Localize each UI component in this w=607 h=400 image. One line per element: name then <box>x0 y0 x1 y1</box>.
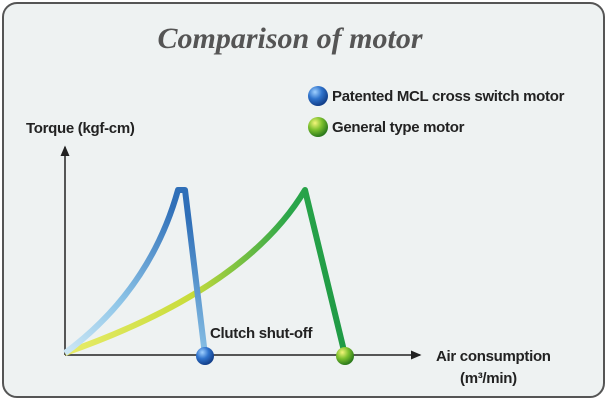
patented-curve <box>63 187 208 356</box>
legend-marker <box>308 117 328 137</box>
x-axis-label: (m³/min) <box>460 370 517 387</box>
legend-marker <box>308 86 328 106</box>
general-curve <box>64 187 348 356</box>
legend-label: Patented MCL cross switch motor <box>332 88 565 105</box>
x-axis-label: Air consumption <box>436 348 551 365</box>
end-point <box>196 347 214 365</box>
title: Comparison of motor <box>157 22 422 55</box>
legend-label: General type motor <box>332 119 465 136</box>
annotation: Clutch shut-off <box>210 325 313 342</box>
end-point <box>336 347 354 365</box>
y-axis-label: Torque (kgf-cm) <box>26 120 135 137</box>
